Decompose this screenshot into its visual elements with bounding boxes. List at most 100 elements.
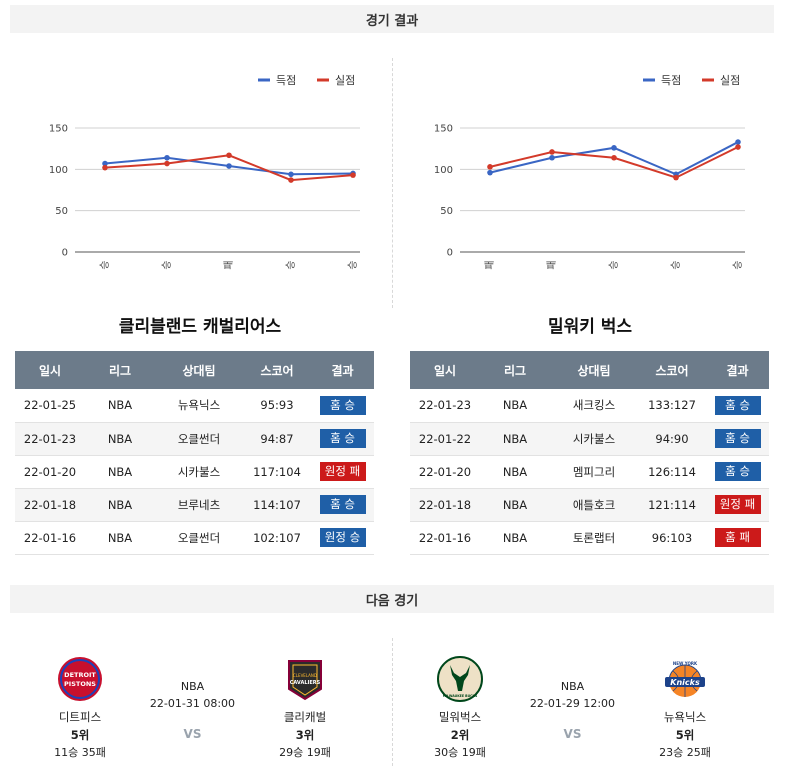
data-point [611,154,617,161]
logo-text: PISTONS [64,680,96,688]
cell-league: NBA [85,521,155,555]
next-game-home-team[interactable]: MILWAUKEE BUCKS 밀워벅스 2위 30승 19패 [410,650,510,760]
cell-opponent: 멤피그리 [550,455,638,489]
team-rank: 5위 [70,728,90,742]
team-rank: 3위 [295,728,315,742]
team-title-right: 밀워키 벅스 [547,317,633,337]
next-game-away-team[interactable]: CLEVELAND CAVALIERS 클리캐벌 3위 29승 19패 [255,650,355,760]
cell-score: 96:103 [638,521,706,555]
logo-text: CAVALIERS [290,680,321,686]
cell-league: NBA [480,422,550,456]
y-tick-label: 50 [55,206,68,217]
data-point [164,160,170,167]
x-tick-label: 승 [285,260,297,269]
header-date: 일시 [15,351,85,389]
header-opponent: 상대팀 [155,351,243,389]
x-tick-label: 승 [161,260,173,269]
header-score: 스코어 [243,351,311,389]
chart-right: 득점 실점 0 50 100 150 패 패 승 승 승 [400,55,770,305]
legend-label: 실점 [335,74,355,87]
cell-date: 22-01-23 [15,422,85,456]
cell-date: 22-01-20 [15,455,85,489]
cell-result: 원정 승 [311,521,374,555]
chart-left: 득점 실점 0 50 100 150 승 승 패 승 승 [15,55,385,305]
cell-result: 홈 승 [311,422,374,456]
table-row: 22-01-20 NBA 멤피그리 126:114 홈 승 [410,455,769,489]
data-point [735,139,741,145]
result-badge: 홈 승 [714,429,761,448]
result-badge: 홈 승 [319,429,366,448]
next-game-away-team[interactable]: Knicks NEW YORK 뉴욕닉스 5위 23승 25패 [635,650,735,760]
match-league: NBA [180,680,205,693]
table-header-row: 일시 리그 상대팀 스코어 결과 [410,351,769,389]
cell-date: 22-01-25 [15,389,85,423]
y-tick-label: 0 [62,248,68,259]
logo-text: NEW YORK [673,661,698,666]
cell-date: 22-01-18 [410,488,480,522]
team-title-left: 클리블랜드 캐벌리어스 [118,317,282,337]
vs-label: VS [563,727,582,741]
team-record: 29승 19패 [279,746,331,759]
chart-legend: 득점 실점 [643,74,740,87]
data-point [350,172,356,178]
results-table-left: 일시 리그 상대팀 스코어 결과 22-01-25 NBA 뉴욕닉스 95:93 홈 승… [15,351,374,555]
next-game-left: DETROIT PISTONS 디트피스 5위 11승 35패 NBA 22-0… [30,650,370,760]
cell-date: 22-01-20 [410,455,480,489]
table-row: 22-01-20 NBA 시카불스 117:104 원정 패 [15,455,374,489]
data-point [487,164,493,170]
table-header-row: 일시 리그 상대팀 스코어 결과 [15,351,374,389]
result-badge: 원정 패 [319,462,366,481]
next-game-home-team[interactable]: DETROIT PISTONS 디트피스 5위 11승 35패 [30,650,130,760]
team-record: 23승 25패 [659,746,711,759]
cell-score: 117:104 [243,455,311,489]
match-info: NBA 22-01-31 08:00 [135,680,250,710]
chart-legend: 득점 실점 [258,74,355,87]
cell-opponent: 오클썬더 [155,422,243,456]
match-time: 22-01-29 12:00 [529,697,616,710]
cell-opponent: 토론랩터 [550,521,638,555]
cell-score: 126:114 [638,455,706,489]
team-name: 뉴욕닉스 [663,710,707,724]
x-tick-label: 패 [484,260,496,269]
result-badge: 원정 승 [319,528,366,547]
data-point [549,149,555,155]
data-point [164,154,170,161]
team-rank: 2위 [450,728,470,742]
data-point [226,152,232,159]
results-table-right: 일시 리그 상대팀 스코어 결과 22-01-23 NBA 새크킹스 133:127 홈… [410,351,769,555]
chart-divider [392,58,393,308]
table-row: 22-01-18 NBA 애틀호크 121:114 원정 패 [410,488,769,522]
next-game-section-title: 다음 경기 [365,593,419,609]
y-tick-label: 0 [447,248,453,259]
match-info: NBA 22-01-29 12:00 [515,680,630,710]
table-row: 22-01-22 NBA 시카불스 94:90 홈 승 [410,422,769,456]
x-tick-label: 승 [608,260,620,269]
cell-result: 원정 패 [706,488,769,522]
cell-result: 홈 승 [706,422,769,456]
header-result: 결과 [311,351,374,389]
cell-league: NBA [480,389,550,423]
legend-label: 득점 [276,74,296,87]
x-tick-label: 패 [546,260,558,269]
cell-opponent: 시카불스 [155,455,243,489]
cell-opponent: 새크킹스 [550,389,638,423]
team-rank: 5위 [675,728,695,742]
cell-date: 22-01-18 [15,488,85,522]
result-badge: 홈 패 [714,528,761,547]
y-tick-label: 100 [49,165,68,176]
result-badge: 홈 승 [319,495,366,514]
cell-opponent: 애틀호크 [550,488,638,522]
cell-result: 홈 승 [311,488,374,522]
cell-opponent: 시카불스 [550,422,638,456]
team-name: 클리캐벌 [283,710,327,724]
milwaukee-bucks-logo-icon: MILWAUKEE BUCKS [437,656,483,702]
cell-opponent: 뉴욕닉스 [155,389,243,423]
header-league: 리그 [480,351,550,389]
x-tick-label: 승 [732,260,744,269]
cell-score: 102:107 [243,521,311,555]
header-opponent: 상대팀 [550,351,638,389]
cell-league: NBA [85,455,155,489]
y-tick-label: 50 [440,206,453,217]
cell-date: 22-01-16 [15,521,85,555]
logo-text: Knicks [670,678,700,687]
